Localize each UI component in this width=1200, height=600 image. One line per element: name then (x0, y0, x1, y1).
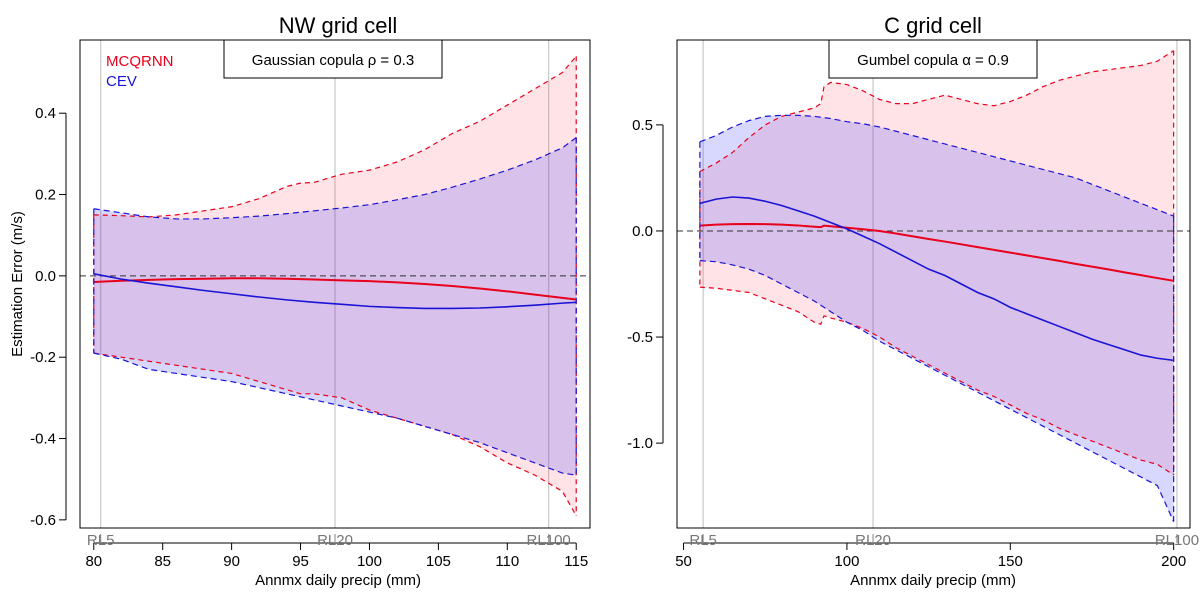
x-tick-label: 80 (85, 553, 102, 570)
x-tick-label: 105 (426, 553, 451, 570)
return-level-label: RL20 (317, 532, 353, 549)
legend-mcqrnn: MCQRNN (106, 53, 174, 70)
annotation-box (828, 39, 1038, 79)
cev-upper-bound-line (699, 114, 1174, 217)
y-tick-label: 0.5 (632, 117, 653, 134)
y-axis-label: Estimation Error (m/s) (9, 211, 26, 357)
legend-cev: CEV (106, 73, 137, 90)
x-tick-label: 85 (154, 553, 171, 570)
mcqrnn-median-line (699, 222, 1174, 282)
return-level-label: RL5 (87, 532, 115, 549)
return-level-label: RL5 (689, 532, 717, 549)
y-tick-label: 0.2 (35, 187, 56, 204)
copula-annotation: Gumbel copula α = 0.9 (857, 52, 1009, 69)
band-mcqrnn (93, 56, 577, 516)
cev-lower-bound-line (93, 352, 577, 476)
mcqrnn-lower-bound-line (93, 352, 577, 517)
mcqrnn-upper-bound-line (699, 50, 1174, 173)
cev-median-line (699, 196, 1174, 362)
cev-median-line (93, 273, 577, 310)
panel-title: C grid cell (884, 13, 982, 38)
x-tick-label: 200 (1161, 553, 1186, 570)
y-tick-label: -0.4 (30, 431, 56, 448)
return-level-label: RL100 (1155, 532, 1199, 549)
y-tick-label: -1.0 (627, 435, 653, 452)
mcqrnn-lower-bound-line (699, 286, 1174, 476)
return-level-label: RL20 (855, 532, 891, 549)
x-tick-label: 100 (834, 553, 859, 570)
cev-upper-bound-line (93, 137, 577, 220)
band-mcqrnn (699, 50, 1174, 475)
x-tick-label: 110 (495, 553, 519, 570)
x-axis-label: Annmx daily precip (mm) (850, 572, 1016, 589)
panel-c-grid-cell: C grid cell 50 100 150 200 RL5 RL20 RL100 -1.0 -… (627, 13, 1199, 589)
return-level-label: RL100 (527, 532, 571, 549)
band-cev (93, 137, 577, 476)
y-tick-label: 0.0 (632, 223, 653, 240)
x-tick-label: 50 (675, 553, 692, 570)
panel-title: NW grid cell (279, 13, 398, 38)
copula-annotation: Gaussian copula ρ = 0.3 (252, 52, 414, 69)
y-tick-label: 0.0 (35, 268, 56, 285)
annotation-box (223, 39, 443, 79)
y-tick-label: 0.4 (35, 105, 56, 122)
x-tick-label: 150 (998, 553, 1023, 570)
panel-nw-grid-cell: NW grid cell 80 85 90 95 100 105 110 115 RL5 RL20… (9, 13, 591, 589)
x-tick-label: 95 (292, 553, 309, 570)
x-tick-label: 115 (564, 553, 588, 570)
cev-lower-bound-line (699, 260, 1175, 522)
y-tick-label: -0.6 (30, 512, 56, 529)
x-tick-label: 100 (357, 553, 382, 570)
y-tick-label: -0.2 (30, 349, 56, 366)
mcqrnn-median-line (93, 277, 577, 301)
x-tick-label: 90 (223, 553, 240, 570)
x-axis-label: Annmx daily precip (mm) (255, 572, 421, 589)
y-tick-label: -0.5 (627, 329, 653, 346)
